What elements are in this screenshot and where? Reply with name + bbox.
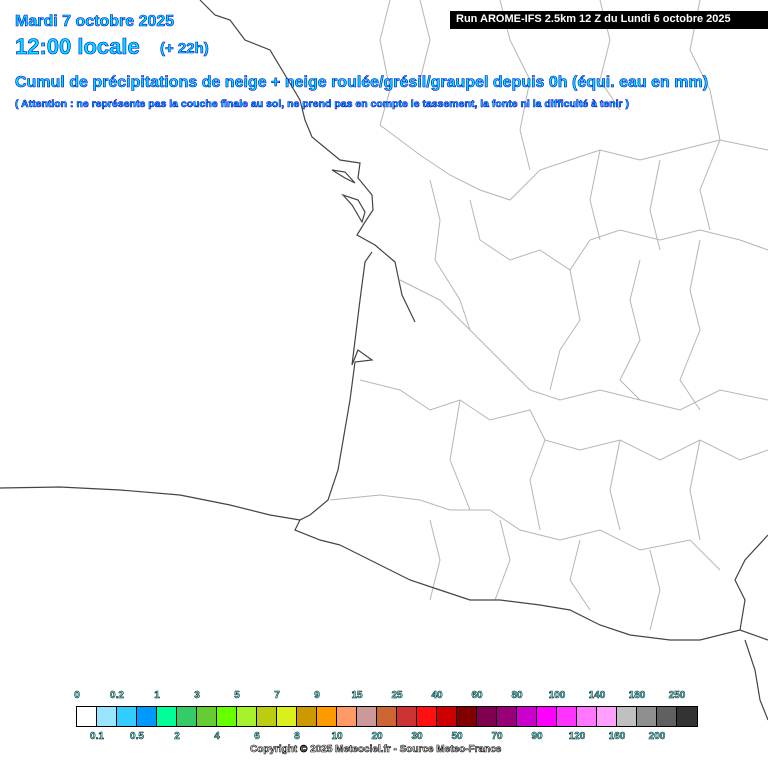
legend-label-bottom: 20 <box>371 731 383 743</box>
legend-swatch <box>217 707 237 726</box>
legend-label-bottom: 0.5 <box>130 731 144 743</box>
legend-label-bottom: 70 <box>491 731 503 743</box>
map-title: Cumul de précipitations de neige + neige… <box>15 74 709 92</box>
legend-label-top: 80 <box>511 690 523 702</box>
legend-swatch <box>457 707 477 726</box>
warning-note: ( Attention : ne représente pas la couch… <box>15 98 630 111</box>
legend-swatch <box>417 707 437 726</box>
legend-label-bottom: 50 <box>451 731 463 743</box>
legend-swatch <box>677 707 697 726</box>
legend-label-bottom: 2 <box>174 731 180 743</box>
legend-swatch <box>117 707 137 726</box>
legend-label-top: 15 <box>351 690 363 702</box>
legend-label-bottom: 8 <box>294 731 300 743</box>
legend-label-top: 180 <box>628 690 646 702</box>
legend-label-top: 60 <box>471 690 483 702</box>
legend-swatch <box>497 707 517 726</box>
legend-swatch <box>277 707 297 726</box>
color-legend <box>76 706 698 727</box>
legend-swatch <box>577 707 597 726</box>
legend-swatch <box>317 707 337 726</box>
department-borders <box>329 0 768 631</box>
copyright: Copyright © 2025 Meteociel.fr - Source M… <box>250 744 502 756</box>
legend-label-top: 5 <box>234 690 240 702</box>
legend-swatch <box>257 707 277 726</box>
legend-swatch <box>297 707 317 726</box>
legend-label-top: 7 <box>274 690 280 702</box>
legend-swatch <box>97 707 117 726</box>
legend-label-top: 9 <box>314 690 320 702</box>
legend-swatch <box>357 707 377 726</box>
legend-label-top: 40 <box>431 690 443 702</box>
legend-label-top: 0.2 <box>110 690 124 702</box>
coastline <box>0 0 768 721</box>
lead-time: (+ 22h) <box>160 40 209 58</box>
legend-label-bottom: 4 <box>214 731 220 743</box>
legend-swatch <box>197 707 217 726</box>
legend-swatch <box>557 707 577 726</box>
legend-label-top: 3 <box>194 690 200 702</box>
legend-swatch <box>77 707 97 726</box>
legend-swatch <box>477 707 497 726</box>
legend-swatch <box>637 707 657 726</box>
legend-label-top: 100 <box>548 690 566 702</box>
legend-label-top: 0 <box>74 690 80 702</box>
legend-swatch <box>537 707 557 726</box>
legend-swatch <box>437 707 457 726</box>
legend-label-bottom: 90 <box>531 731 543 743</box>
legend-label-top: 140 <box>588 690 606 702</box>
legend-swatch <box>597 707 617 726</box>
legend-label-bottom: 10 <box>331 731 343 743</box>
legend-label-top: 25 <box>391 690 403 702</box>
legend-swatch <box>137 707 157 726</box>
legend-swatch <box>377 707 397 726</box>
legend-label-bottom: 0.1 <box>90 731 104 743</box>
run-info: Run AROME-IFS 2.5km 12 Z du Lundi 6 octo… <box>450 11 768 29</box>
legend-label-top: 1 <box>154 690 160 702</box>
legend-label-bottom: 120 <box>568 731 586 743</box>
legend-label-bottom: 160 <box>608 731 626 743</box>
legend-swatch <box>337 707 357 726</box>
legend-swatch <box>237 707 257 726</box>
legend-label-bottom: 30 <box>411 731 423 743</box>
legend-swatch <box>617 707 637 726</box>
legend-swatch <box>177 707 197 726</box>
legend-label-bottom: 200 <box>648 731 666 743</box>
forecast-date: Mardi 7 octobre 2025 <box>15 13 175 31</box>
legend-label-bottom: 6 <box>254 731 260 743</box>
forecast-time: 12:00 locale <box>15 34 140 60</box>
legend-swatch <box>397 707 417 726</box>
legend-label-top: 250 <box>668 690 686 702</box>
legend-swatch <box>157 707 177 726</box>
legend-swatch <box>657 707 677 726</box>
legend-swatch <box>517 707 537 726</box>
